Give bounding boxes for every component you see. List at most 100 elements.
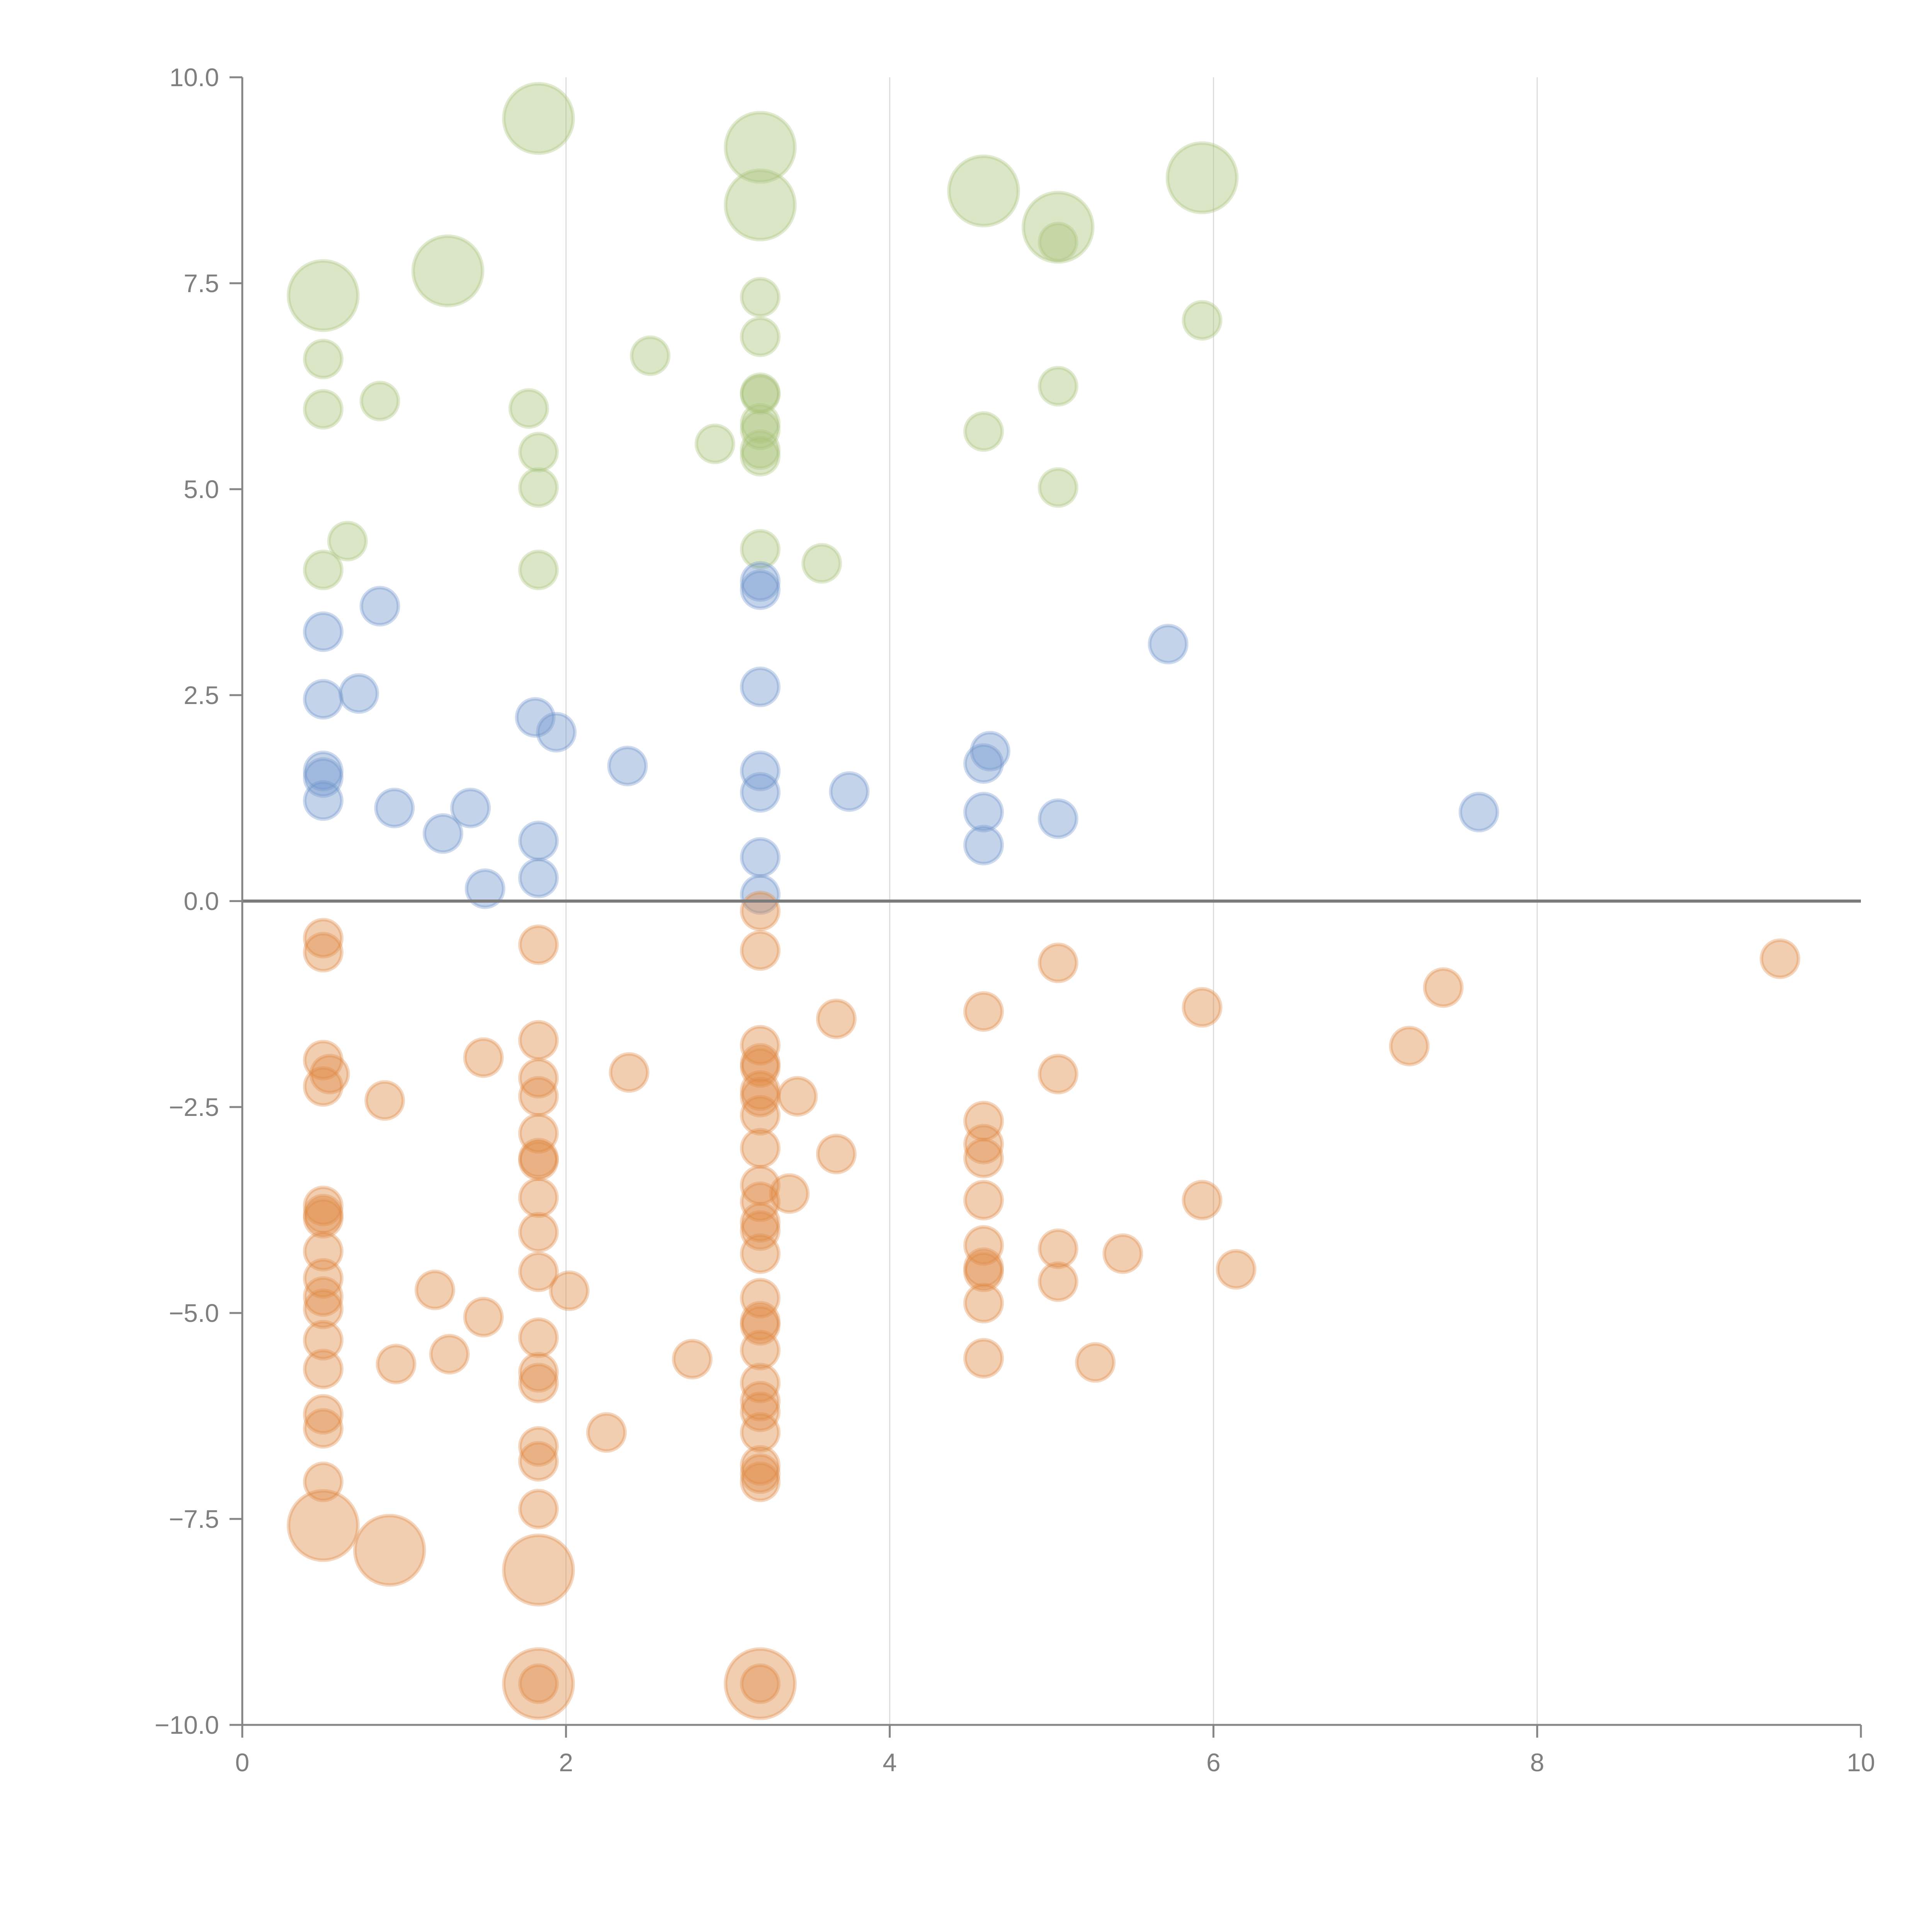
- y-tick-label: 10.0: [170, 63, 219, 92]
- data-point-orange: [1102, 1233, 1143, 1274]
- data-point-green: [303, 389, 344, 430]
- data-point-green: [740, 316, 781, 357]
- data-point-orange: [303, 918, 344, 959]
- data-point-green: [694, 423, 735, 464]
- data-point-orange: [740, 1362, 781, 1403]
- y-tick-label: 2.5: [184, 681, 219, 709]
- data-point-orange: [769, 1173, 810, 1214]
- data-point-orange: [740, 1381, 781, 1422]
- data-point-blue: [303, 757, 344, 798]
- data-point-orange: [816, 1134, 857, 1175]
- data-point-orange: [303, 1198, 344, 1239]
- data-point-orange: [549, 1270, 590, 1311]
- data-point-orange: [518, 1076, 559, 1117]
- axes: 10.0 7.5 5.0 2.5 0.0 −2.5 −5.0 −7.5 −10.0 0 2 4 6 8 10: [155, 63, 1875, 1777]
- data-point-orange: [414, 1269, 455, 1310]
- data-point-orange: [963, 1138, 1004, 1179]
- data-point-green: [411, 234, 485, 308]
- data-point-orange: [740, 1077, 781, 1117]
- data-point-green: [740, 372, 781, 413]
- data-point-orange: [1182, 987, 1223, 1028]
- data-point-orange: [724, 1647, 797, 1720]
- data-point-orange: [518, 1212, 559, 1253]
- data-point-orange: [963, 1180, 1004, 1221]
- data-point-orange: [502, 1647, 575, 1720]
- data-point-orange: [518, 1177, 559, 1218]
- data-point-orange: [518, 1113, 559, 1154]
- data-point-orange: [963, 1124, 1004, 1165]
- data-point-green: [1037, 221, 1078, 262]
- data-point-orange: [740, 1070, 781, 1111]
- data-point-blue: [740, 561, 781, 602]
- data-point-orange: [303, 1066, 344, 1107]
- data-point-blue: [607, 745, 648, 786]
- data-point-green: [1165, 141, 1239, 214]
- data-point-blue: [303, 679, 344, 720]
- data-point-orange: [963, 1100, 1004, 1141]
- x-tick-label: 8: [1530, 1748, 1544, 1777]
- data-point-blue: [829, 771, 870, 812]
- data-point-orange: [1037, 942, 1078, 983]
- data-point-green: [508, 388, 549, 429]
- data-point-blue: [969, 731, 1010, 772]
- y-tick-label: 7.5: [184, 269, 219, 298]
- data-point-green: [359, 381, 400, 422]
- data-point-green: [630, 335, 671, 376]
- data-point-orange: [740, 1305, 781, 1346]
- data-point-green: [1021, 190, 1095, 264]
- data-point-blue: [536, 712, 577, 753]
- data-point-orange: [303, 1276, 344, 1317]
- data-point-orange: [518, 1426, 559, 1467]
- data-point-orange: [463, 1037, 504, 1078]
- data-point-blue: [518, 820, 559, 861]
- data-point-orange: [740, 1025, 781, 1066]
- data-point-green: [947, 154, 1020, 228]
- data-point-green: [287, 259, 360, 332]
- data-point-orange: [740, 1095, 781, 1136]
- data-point-orange: [303, 1320, 344, 1361]
- data-point-green: [1037, 467, 1078, 508]
- data-point-orange: [518, 1352, 559, 1393]
- data-point-blue: [963, 825, 1004, 866]
- data-point-green: [740, 429, 781, 470]
- data-point-orange: [518, 1251, 559, 1292]
- data-point-green: [740, 403, 781, 444]
- data-point-orange: [463, 1297, 504, 1338]
- data-point-orange: [740, 1210, 781, 1251]
- data-point-orange: [303, 1288, 344, 1329]
- data-point-green: [724, 111, 797, 184]
- data-point-orange: [1075, 1342, 1116, 1383]
- data-point-orange: [303, 932, 344, 973]
- data-point-green: [1037, 366, 1078, 406]
- data-point-orange: [740, 1391, 781, 1432]
- data-point-blue: [740, 750, 781, 791]
- y-tick-label: 0.0: [184, 887, 219, 915]
- data-point-orange: [740, 930, 781, 971]
- data-point-orange: [1389, 1026, 1430, 1066]
- data-point-orange: [740, 1181, 781, 1222]
- data-point-orange: [740, 1445, 781, 1486]
- data-point-orange: [672, 1338, 713, 1379]
- data-point-green: [740, 374, 781, 415]
- data-point-blue: [303, 750, 344, 791]
- data-point-orange: [816, 998, 857, 1039]
- x-tick-label: 6: [1206, 1748, 1221, 1777]
- data-point-blue: [374, 787, 415, 828]
- data-point-green: [801, 543, 842, 584]
- data-point-orange: [303, 1231, 344, 1272]
- data-point-orange: [518, 924, 559, 965]
- data-point-green: [740, 277, 781, 318]
- x-tick-label: 2: [559, 1748, 573, 1777]
- data-point-orange: [376, 1344, 417, 1384]
- data-point-orange: [303, 1408, 344, 1449]
- data-point-orange: [740, 891, 781, 932]
- x-tick-label: 10: [1847, 1748, 1875, 1777]
- data-point-green: [740, 529, 781, 570]
- data-point-orange: [1037, 1054, 1078, 1095]
- data-point-blue: [450, 787, 491, 828]
- data-point-orange: [963, 1247, 1004, 1288]
- data-point-blue: [464, 868, 505, 909]
- x-tick-label: 0: [235, 1748, 250, 1777]
- data-point-orange: [518, 1058, 559, 1099]
- y-tick-label: 5.0: [184, 475, 219, 503]
